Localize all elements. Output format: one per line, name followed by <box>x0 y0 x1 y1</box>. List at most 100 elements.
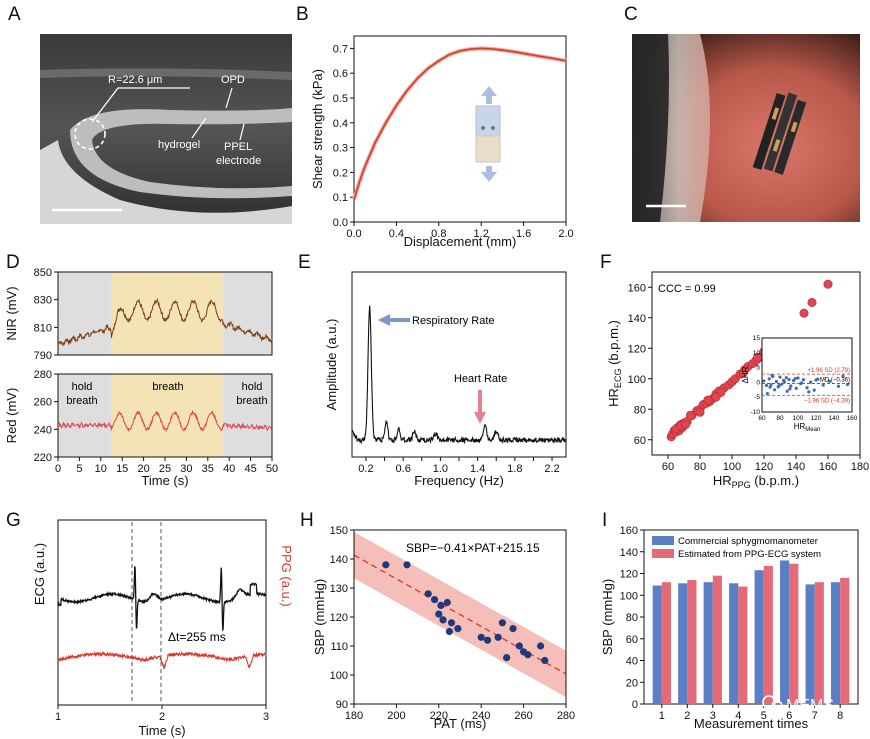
device-bottom-block <box>475 135 501 163</box>
y-tick-label: 160 <box>628 282 646 294</box>
inset-data-point <box>767 377 771 381</box>
x-axis-label: Frequency (Hz) <box>414 473 504 488</box>
x-tick-label: 15 <box>116 463 128 475</box>
data-point <box>403 561 411 569</box>
inset-y-tick-label: 0 <box>756 379 760 386</box>
data-point <box>498 619 506 627</box>
y-axis-label-unit: (b.p.m.) <box>606 320 621 368</box>
y-axis-label: Shear strength (kPa) <box>310 69 325 189</box>
y-tick-label: 830 <box>34 295 52 307</box>
sensor-strip <box>774 99 807 175</box>
y-axis-label-bottom: Red (mV) <box>4 388 19 444</box>
inset-mean-label: MD (−0.36) <box>820 377 850 383</box>
x-axis-label: PAT (ms) <box>434 716 487 731</box>
y-tick-label: 280 <box>34 369 52 381</box>
x-tick-label: 280 <box>557 710 575 722</box>
inset-y-tick-label: -10 <box>751 409 761 416</box>
data-point <box>509 625 517 633</box>
inset-data-point <box>791 379 796 383</box>
inset-data-point <box>768 385 772 389</box>
watermark: MEMS <box>762 695 834 714</box>
panel-label-g: G <box>6 510 21 531</box>
x-tick-label: 3 <box>710 710 716 722</box>
inset-data-point <box>784 376 788 380</box>
x-tick-label: 5 <box>76 463 82 475</box>
panel-label-b: B <box>296 4 309 25</box>
arrow-down-icon <box>481 166 497 182</box>
data-point <box>494 633 502 641</box>
x-tick-label: 2.0 <box>558 228 573 240</box>
device-pin <box>491 126 495 130</box>
inset-y-tick-label: 10 <box>753 350 761 357</box>
x-tick-label: 4 <box>735 710 741 722</box>
panel-label-i: I <box>602 510 607 531</box>
data-point <box>443 598 451 607</box>
y-tick-label: 0.2 <box>333 167 348 179</box>
x-axis-label-unit: (b.p.m.) <box>751 473 799 488</box>
inset-x-tick-label: 100 <box>793 415 804 422</box>
bar-commercial <box>780 560 790 704</box>
y-tick-label: 140 <box>620 547 638 559</box>
inset-y-tick-label: 5 <box>756 365 760 372</box>
panel-label-d: D <box>6 252 20 273</box>
inset-data-point <box>841 374 845 378</box>
y-tick-label: 120 <box>330 612 348 624</box>
data-point <box>382 561 390 569</box>
inset-data-point <box>807 390 811 394</box>
x-tick-label: 240 <box>472 710 490 722</box>
x-tick-label: 5 <box>761 710 767 722</box>
panel-d: D 790 810 830 850 NIR (mV) 220 240 260 280 Red (m… <box>4 252 278 488</box>
panel-b: B 0.0 0.4 0.8 1.2 1.6 2.0 0.0 0.1 0.2 0.3 0.4 0.5 0.… <box>296 4 574 249</box>
panel-e: E 0.2 0.6 1.0 1.4 1.8 2.2 Frequency (Hz) Amplit… <box>298 252 567 488</box>
bar-commercial <box>652 585 662 704</box>
y-tick-label: 130 <box>330 583 348 595</box>
x-tick-label: 0.2 <box>358 463 373 475</box>
legend-swatch <box>652 549 674 558</box>
x-tick-label: 0.6 <box>396 463 411 475</box>
x-tick-label: 3 <box>263 711 269 723</box>
x-tick-label: 120 <box>755 461 773 473</box>
x-tick-label: 25 <box>159 463 171 475</box>
y-tick-label: 20 <box>626 677 638 689</box>
inset-data-point <box>794 386 798 390</box>
sensor-strip <box>763 92 798 172</box>
heart-rate-label: Heart Rate <box>454 373 507 385</box>
data-point <box>424 590 432 598</box>
x-tick-label: 1.6 <box>516 228 531 240</box>
sensor-contact <box>772 139 781 152</box>
panel-label-h: H <box>300 510 314 531</box>
inset-data-point <box>821 383 825 387</box>
bar-estimated <box>763 565 773 704</box>
inset-y-tick-label: 15 <box>753 335 761 342</box>
x-tick-label: 1.8 <box>507 463 522 475</box>
ppg-y-axis-label: PPG (a.u.) <box>279 545 294 606</box>
plot-frame <box>651 271 861 456</box>
respiratory-rate-label: Respiratory Rate <box>412 315 495 327</box>
arrow-up-icon <box>481 86 497 104</box>
y-tick-label: 80 <box>634 404 646 416</box>
hold-breath-region <box>58 374 112 457</box>
shear-strength-curve <box>353 47 567 200</box>
plot-frame <box>351 271 567 458</box>
x-axis-label-main: HR <box>713 473 732 488</box>
data-point <box>445 627 453 636</box>
bar-estimated <box>840 577 850 704</box>
inset-data-point <box>770 373 774 377</box>
x-axis-label: Measurement times <box>694 716 809 731</box>
x-tick-label: 180 <box>851 461 869 473</box>
x-tick-label: 50 <box>266 463 278 475</box>
y-tick-label: 80 <box>626 612 638 624</box>
x-tick-label: 20 <box>137 463 149 475</box>
inset-data-point <box>796 376 800 380</box>
y-tick-label: 0.4 <box>333 118 348 130</box>
inset-y-tick-label: -5 <box>754 394 760 401</box>
y-tick-label: 0 <box>632 699 638 711</box>
y-tick-label: 160 <box>620 525 638 537</box>
y-tick-label: 0.1 <box>333 192 348 204</box>
x-tick-label: 45 <box>244 463 256 475</box>
ppg-trace <box>57 650 267 670</box>
plot-frame-top <box>57 271 273 356</box>
x-axis-label: Time (s) <box>138 723 185 738</box>
y-tick-label: 240 <box>34 424 52 436</box>
